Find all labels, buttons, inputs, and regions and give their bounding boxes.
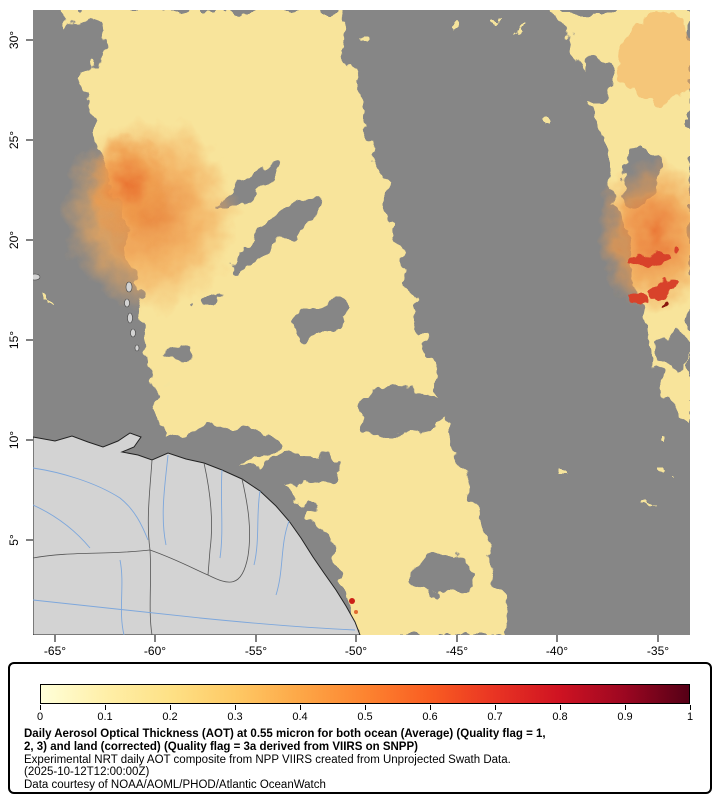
land-layer	[33, 273, 361, 635]
lon-tick-label: -40°	[546, 644, 568, 658]
lon-tick-label: -55°	[245, 644, 267, 658]
colorbar-gradient	[40, 684, 690, 704]
colorbar-tick-label: 0	[36, 711, 44, 723]
lesser-antilles-islands	[33, 273, 140, 352]
axis-ticks	[26, 39, 659, 642]
colorbar-tick	[560, 705, 561, 710]
colorbar-tick-label: 0.3	[227, 711, 243, 723]
caption: Daily Aerosol Optical Thickness (AOT) at…	[24, 728, 700, 792]
east-plume-red-streaks	[628, 249, 680, 305]
aot-map: 30° 25° 20° 15° 10° 5° -65° -60° -55° -5…	[7, 10, 690, 658]
northeast-haze	[618, 18, 690, 102]
colorbar-tick-label: 0.6	[422, 711, 438, 723]
colorbar-tick-label: 0.8	[552, 711, 568, 723]
colorbar-tick-label: 1	[686, 711, 694, 723]
colorbar-tick	[495, 705, 496, 710]
colorbar-tick	[625, 705, 626, 710]
caption-line-4: (2025-10-12T12:00:00Z)	[24, 766, 150, 779]
lat-tick-label: 15°	[7, 331, 21, 349]
aerosol-speckles	[40, 16, 666, 505]
caption-line-5: Data courtesy of NOAA/AOML/PHOD/Atlantic…	[24, 779, 326, 792]
caption-line-1: Daily Aerosol Optical Thickness (AOT) at…	[24, 728, 546, 740]
west-dust-plume-core	[86, 133, 170, 237]
lat-tick-label: 5°	[7, 534, 21, 546]
colorbar-tick	[430, 705, 431, 710]
legend-panel: 0 0.1 0.2 0.3 0.4 0.5 0.6 0.7 0.8 0.9 1 …	[8, 662, 712, 794]
colorbar-tick	[365, 705, 366, 710]
colorbar-tick-label: 0.5	[357, 711, 373, 723]
longitude-axis: -65° -60° -55° -50° -45° -40° -35°	[44, 644, 669, 658]
colorbar-tick	[235, 705, 236, 710]
lon-tick-label: -35°	[647, 644, 669, 658]
colorbar-tick-label: 0.1	[97, 711, 113, 723]
lat-tick-label: 25°	[7, 131, 21, 149]
rivers	[33, 454, 356, 635]
colorbar-tick	[300, 705, 301, 710]
lat-tick-label: 10°	[7, 431, 21, 449]
lat-tick-label: 20°	[7, 231, 21, 249]
colorbar-tick-label: 0.2	[162, 711, 178, 723]
colorbar-tick	[40, 705, 41, 710]
coastal-orange-spot	[354, 610, 358, 614]
colorbar-tick	[170, 705, 171, 710]
lon-tick-label: -50°	[345, 644, 367, 658]
colorbar-tick-label: 0.9	[617, 711, 633, 723]
lon-tick-label: -45°	[446, 644, 468, 658]
latitude-axis: 30° 25° 20° 15° 10° 5°	[7, 31, 21, 546]
colorbar-tick	[690, 705, 691, 710]
coastal-red-spot	[349, 598, 355, 604]
colorbar-tick	[105, 705, 106, 710]
colorbar-tick-label: 0.4	[292, 711, 308, 723]
lon-tick-label: -65°	[44, 644, 66, 658]
caption-line-2: 2, 3) and land (corrected) (Quality flag…	[24, 740, 418, 753]
lat-tick-label: 30°	[7, 31, 21, 49]
country-borders	[33, 459, 250, 635]
lon-tick-label: -60°	[144, 644, 166, 658]
east-dust-plume	[597, 157, 690, 313]
colorbar-tick-label: 0.7	[487, 711, 503, 723]
caption-line-3: Experimental NRT daily AOT composite fro…	[24, 753, 511, 766]
aerosol-data-layer	[40, 10, 690, 635]
